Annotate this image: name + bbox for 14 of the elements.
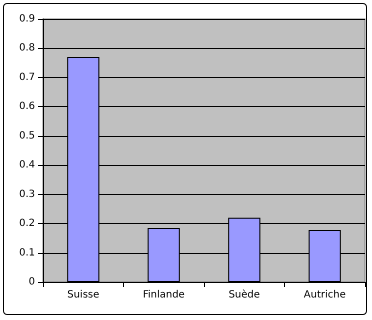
y-tick-label: 0.3 [19, 188, 35, 200]
y-tick-label: 0.4 [19, 160, 35, 171]
x-tick-label: Suède [228, 290, 260, 300]
x-tick-label: Autriche [304, 290, 346, 300]
y-tick-label: 0.1 [19, 247, 35, 258]
y-tick-label: 0.9 [19, 14, 35, 24]
y-tick-label: 0.7 [19, 72, 35, 83]
y-tick-label: 0.8 [19, 42, 35, 54]
y-tick-label: 0.5 [19, 130, 35, 142]
x-tick-label: Finlande [142, 290, 185, 300]
y-tick-label: 0.2 [19, 218, 35, 230]
y-tick-label: 0.6 [19, 101, 35, 112]
x-tick-label: Suisse [67, 290, 100, 300]
y-tick-label: 0 [28, 276, 35, 288]
